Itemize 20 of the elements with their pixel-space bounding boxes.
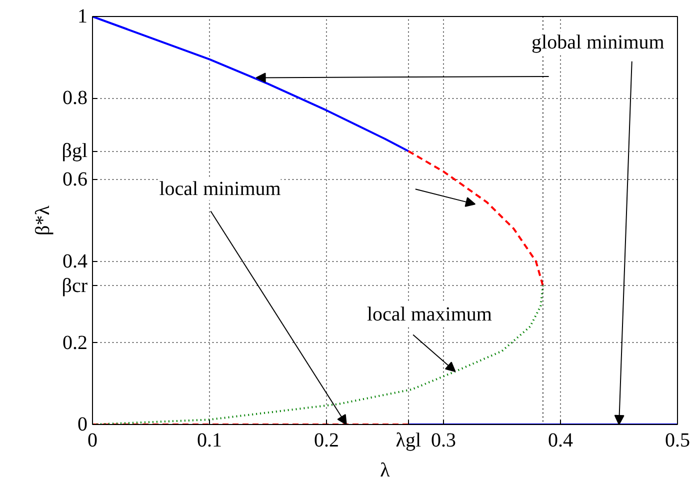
y-tick-label: 1 xyxy=(78,6,88,28)
y-tick-label: 0 xyxy=(78,414,88,436)
x-tick-label: λgl xyxy=(396,430,422,452)
line-series xyxy=(92,284,544,424)
x-tick-label: 0.4 xyxy=(548,430,573,452)
x-tick-label: 0.5 xyxy=(665,430,690,452)
x-tick-label: 0.1 xyxy=(197,430,222,452)
y-tick-label: 0.6 xyxy=(62,168,88,191)
y-tick-label: βcr xyxy=(62,274,88,297)
y-tick-label: βgl xyxy=(62,140,88,162)
y-tick-label: 0.8 xyxy=(62,87,88,110)
x-tick-label: 0.2 xyxy=(314,430,339,452)
annotation: local maximum xyxy=(366,303,492,326)
annotation: global minimum xyxy=(532,32,665,54)
x-axis-title: λ xyxy=(380,460,390,482)
y-tick-label: 0.2 xyxy=(62,332,88,354)
annotation: local minimum xyxy=(159,178,282,200)
x-tick-label: 0.3 xyxy=(431,430,456,452)
y-axis-title: β*λ xyxy=(32,205,54,236)
y-tick-label: 0.4 xyxy=(62,250,88,272)
